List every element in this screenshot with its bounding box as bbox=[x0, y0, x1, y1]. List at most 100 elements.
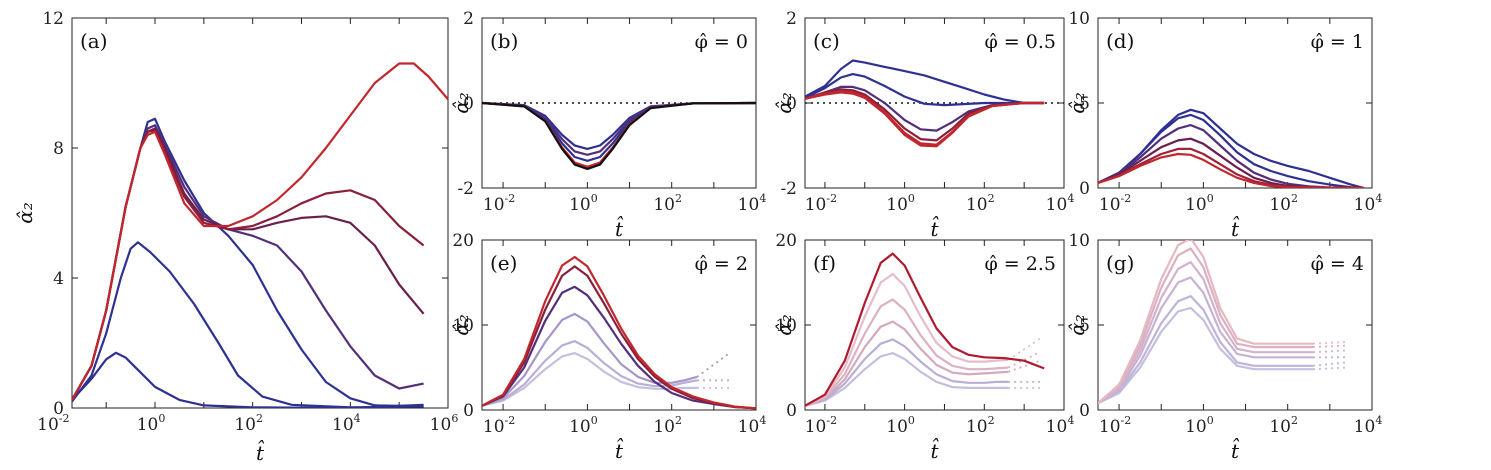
series-line-s2 bbox=[72, 241, 424, 408]
x-tick-label: 100 bbox=[1185, 192, 1214, 215]
x-tick-label: 104 bbox=[1354, 414, 1383, 437]
series-extrapolation-g5 bbox=[1312, 344, 1347, 348]
series-line-b1 bbox=[482, 101, 756, 150]
series-line-c5 bbox=[805, 90, 1045, 146]
y-tick-label: 0 bbox=[1079, 179, 1090, 199]
x-tick-label: 10-2 bbox=[805, 192, 837, 215]
series-line-c4 bbox=[805, 88, 1045, 142]
series-line-s4 bbox=[72, 124, 424, 401]
series-line-e6 bbox=[482, 255, 756, 410]
phi-label: φ̂ = 2.5 bbox=[984, 253, 1056, 275]
series-line-f4 bbox=[805, 298, 1009, 407]
series-line-d6 bbox=[1098, 152, 1364, 188]
series-line-g3 bbox=[1098, 276, 1313, 405]
x-tick-label: 102 bbox=[1269, 192, 1298, 215]
y-axis-label: α̂₂ bbox=[772, 92, 796, 114]
panel-tag: (g) bbox=[1106, 251, 1134, 275]
series-group bbox=[1098, 108, 1364, 188]
series-line-s3 bbox=[72, 117, 424, 408]
y-tick-label: 10 bbox=[775, 316, 797, 336]
x-tick-label: 102 bbox=[1269, 414, 1298, 437]
x-tick-label: 104 bbox=[738, 192, 767, 215]
y-tick-label: -2 bbox=[457, 179, 474, 199]
series-line-f6 bbox=[805, 252, 1045, 407]
x-tick-label: 102 bbox=[653, 192, 682, 215]
y-tick-label: 0 bbox=[786, 401, 797, 421]
x-axis-label: t̂ bbox=[1231, 437, 1240, 463]
phi-label: φ̂ = 0 bbox=[695, 31, 748, 53]
series-line-e4 bbox=[482, 285, 756, 410]
panel-d: 10-2 100 102 104 0 5 10 (d) φ̂ = 1 t̂ α̂₂ bbox=[1065, 9, 1382, 241]
x-tick-label: 10-2 bbox=[483, 414, 515, 437]
series-line-e1 bbox=[482, 352, 697, 407]
series-extrapolation-g1 bbox=[1312, 366, 1347, 371]
series-line-c6 bbox=[805, 91, 1045, 148]
y-axis-label: α̂₂ bbox=[449, 92, 473, 114]
y-tick-label: 20 bbox=[452, 231, 474, 251]
x-tick-label: 102 bbox=[234, 412, 263, 435]
series-extrapolation-f5 bbox=[1007, 337, 1041, 361]
y-tick-label: 2 bbox=[463, 9, 474, 29]
panel-tag: (f) bbox=[813, 251, 836, 275]
x-tick-label: 100 bbox=[886, 192, 915, 215]
x-tick-label: 104 bbox=[1046, 414, 1075, 437]
phi-label: φ̂ = 0.5 bbox=[984, 31, 1056, 53]
series-line-c1 bbox=[805, 59, 1045, 105]
phi-label: φ̂ = 2 bbox=[695, 253, 748, 275]
y-tick-label: 0 bbox=[53, 399, 64, 419]
x-tick-label: 10-2 bbox=[483, 192, 515, 215]
series-line-g4 bbox=[1098, 261, 1313, 405]
y-axis-label: α̂₂ bbox=[449, 314, 473, 336]
series-line-g1 bbox=[1098, 306, 1313, 405]
x-tick-label: 106 bbox=[430, 412, 459, 435]
series-group bbox=[482, 101, 756, 170]
y-tick-label: 2 bbox=[786, 9, 797, 29]
series-extrapolation-g4 bbox=[1312, 349, 1347, 354]
x-tick-label: 100 bbox=[569, 192, 598, 215]
series-line-s7 bbox=[72, 62, 448, 401]
y-axis-label: α̂₂ bbox=[13, 202, 37, 224]
x-tick-label: 102 bbox=[653, 414, 682, 437]
series-extrapolation-g2 bbox=[1312, 361, 1347, 367]
panel-tag: (c) bbox=[813, 29, 840, 53]
series-line-d1 bbox=[1098, 108, 1364, 188]
y-tick-label: 10 bbox=[452, 316, 474, 336]
panel-tag: (b) bbox=[490, 29, 518, 53]
x-tick-label: 102 bbox=[966, 192, 995, 215]
x-axis-label: t̂ bbox=[615, 215, 624, 241]
y-tick-label: 0 bbox=[463, 401, 474, 421]
series-line-b5 bbox=[482, 101, 756, 170]
y-tick-label: 5 bbox=[1079, 94, 1090, 114]
axes-frame bbox=[71, 17, 449, 409]
y-tick-label: 0 bbox=[786, 94, 797, 114]
y-tick-label: -2 bbox=[780, 179, 797, 199]
series-group bbox=[72, 62, 448, 408]
panel-b: 10-2 100 102 104 -2 0 2 (b) φ̂ = 0 t̂ α̂₂ bbox=[449, 9, 766, 241]
x-tick-label: 104 bbox=[1046, 192, 1075, 215]
panel-tag: (a) bbox=[80, 29, 108, 53]
y-tick-label: 5 bbox=[1079, 316, 1090, 336]
panel-c: 10-2 100 102 104 -2 0 2 (c) φ̂ = 0.5 t̂ α̂₂ bbox=[772, 9, 1074, 241]
y-tick-label: 12 bbox=[42, 9, 64, 29]
series-line-f1 bbox=[805, 352, 1009, 407]
series-line-g2 bbox=[1098, 295, 1313, 405]
y-tick-label: 10 bbox=[1068, 9, 1090, 29]
x-tick-label: 100 bbox=[569, 414, 598, 437]
panel-tag: (e) bbox=[490, 251, 517, 275]
y-axis-label: α̂₂ bbox=[772, 314, 796, 336]
x-tick-label: 104 bbox=[332, 412, 361, 435]
y-tick-label: 20 bbox=[775, 231, 797, 251]
y-tick-label: 0 bbox=[1079, 401, 1090, 421]
x-tick-label: 104 bbox=[738, 414, 767, 437]
x-axis-label: t̂ bbox=[930, 437, 939, 463]
series-line-e5 bbox=[482, 265, 756, 410]
x-tick-label: 100 bbox=[1185, 414, 1214, 437]
y-axis-label: α̂₂ bbox=[1065, 92, 1089, 114]
panel-g: 10-2 100 102 104 0 5 10 (g) φ̂ = 4 t̂ α̂₂ bbox=[1065, 231, 1382, 463]
series-line-f2 bbox=[805, 338, 1009, 407]
series-line-e3 bbox=[482, 312, 698, 407]
panel-e: 10-2 100 102 104 0 10 20 (e) φ̂ = 2 t̂ α̂₂ bbox=[449, 231, 766, 463]
series-line-f3 bbox=[805, 320, 1009, 407]
y-tick-label: 0 bbox=[463, 94, 474, 114]
